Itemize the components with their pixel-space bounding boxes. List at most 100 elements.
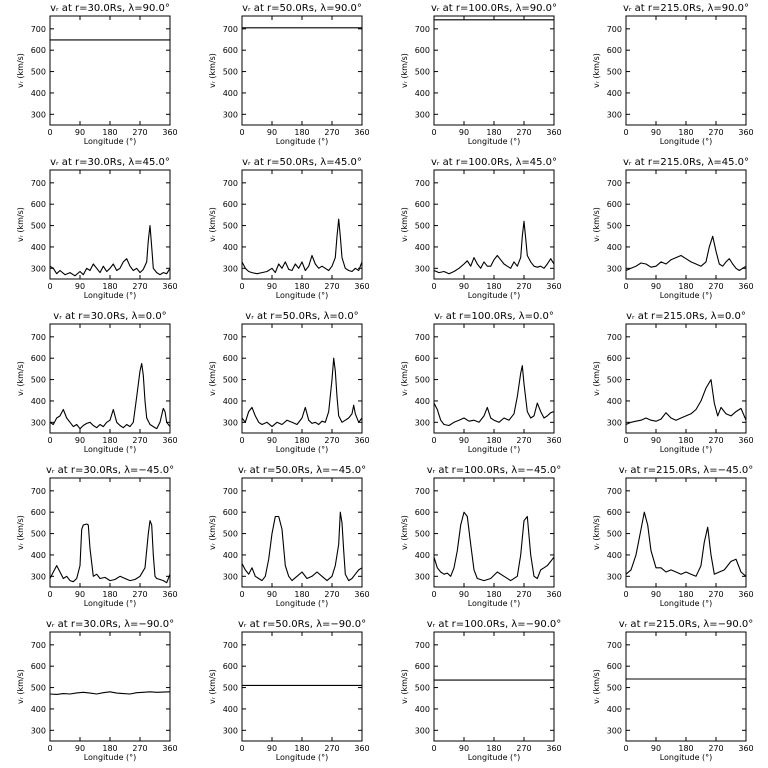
x-tick-label: 90 <box>75 590 85 599</box>
y-tick-label: 700 <box>607 641 622 650</box>
y-tick-label: 600 <box>415 46 430 55</box>
x-tick-label: 270 <box>516 128 531 137</box>
x-tick-label: 180 <box>486 590 501 599</box>
plot-frame <box>49 323 171 434</box>
y-tick-label: 300 <box>31 110 46 119</box>
x-tick-label: 180 <box>486 436 501 445</box>
panel-title: vᵣ at r=215.0Rs, λ=−45.0° <box>619 465 754 476</box>
series-line <box>625 235 747 272</box>
x-tick-label: 90 <box>651 436 661 445</box>
x-axis-label: Longitude (°) <box>84 753 137 762</box>
panel-12: vᵣ at r=215.0Rs, λ=0.0° 0 90 180 270 360 300 40… <box>592 311 754 454</box>
plot-frame <box>433 323 555 434</box>
panel-4: vᵣ at r=215.0Rs, λ=90.0° 0 90 180 270 360 300 4… <box>592 3 754 146</box>
x-tick-label: 90 <box>651 282 661 291</box>
series-line <box>433 511 555 582</box>
panel-title: vᵣ at r=100.0Rs, λ=−90.0° <box>427 619 562 630</box>
y-tick-label: 300 <box>31 726 46 735</box>
x-tick-label: 0 <box>47 282 52 291</box>
panel-title: vᵣ at r=50.0Rs, λ=−90.0° <box>238 619 366 630</box>
y-tick-label: 400 <box>607 243 622 252</box>
y-tick-label: 700 <box>607 487 622 496</box>
y-tick-label: 600 <box>31 200 46 209</box>
x-tick-label: 360 <box>354 744 369 753</box>
y-axis-label: vᵣ (km/s) <box>16 207 25 242</box>
x-tick-label: 0 <box>431 744 436 753</box>
panel-title: vᵣ at r=50.0Rs, λ=0.0° <box>245 311 358 322</box>
x-tick-label: 270 <box>708 744 723 753</box>
x-tick-label: 180 <box>294 590 309 599</box>
panel-3: vᵣ at r=100.0Rs, λ=90.0° 0 90 180 270 360 300 4… <box>400 3 562 146</box>
y-tick-label: 400 <box>31 705 46 714</box>
x-axis-label: Longitude (°) <box>660 445 713 454</box>
y-axis-label: vᵣ (km/s) <box>16 361 25 396</box>
y-tick-label: 600 <box>607 46 622 55</box>
x-tick-label: 180 <box>678 590 693 599</box>
x-tick-label: 90 <box>75 128 85 137</box>
series-line <box>49 362 171 430</box>
y-tick-label: 700 <box>607 179 622 188</box>
series-line <box>241 357 363 428</box>
y-tick-label: 400 <box>607 89 622 98</box>
x-tick-label: 360 <box>162 590 177 599</box>
x-tick-label: 90 <box>267 282 277 291</box>
x-tick-label: 90 <box>267 590 277 599</box>
y-tick-label: 400 <box>223 243 238 252</box>
plot-frame <box>625 631 747 742</box>
panel-19: vᵣ at r=100.0Rs, λ=−90.0° 0 90 180 270 360 300… <box>400 619 562 762</box>
y-tick-label: 700 <box>31 25 46 34</box>
x-tick-label: 0 <box>623 744 628 753</box>
x-tick-label: 0 <box>623 590 628 599</box>
y-tick-label: 700 <box>607 333 622 342</box>
panel-title: vᵣ at r=100.0Rs, λ=−45.0° <box>427 465 562 476</box>
series-line <box>49 225 171 277</box>
y-axis-label: vᵣ (km/s) <box>592 669 601 704</box>
y-tick-label: 700 <box>223 487 238 496</box>
y-tick-label: 600 <box>31 662 46 671</box>
x-axis-label: Longitude (°) <box>84 445 137 454</box>
y-tick-label: 300 <box>415 264 430 273</box>
y-tick-label: 400 <box>415 397 430 406</box>
y-axis-label: vᵣ (km/s) <box>208 361 217 396</box>
x-tick-label: 360 <box>546 590 561 599</box>
y-tick-label: 700 <box>31 179 46 188</box>
x-tick-label: 360 <box>546 436 561 445</box>
x-tick-label: 0 <box>239 744 244 753</box>
x-tick-label: 0 <box>239 282 244 291</box>
x-tick-label: 180 <box>102 282 117 291</box>
x-tick-label: 180 <box>486 128 501 137</box>
plot-frame <box>241 15 363 126</box>
y-axis-label: vᵣ (km/s) <box>16 669 25 704</box>
y-axis-label: vᵣ (km/s) <box>400 53 409 88</box>
y-tick-label: 500 <box>31 684 46 693</box>
y-tick-label: 500 <box>607 68 622 77</box>
plot-frame <box>433 15 555 126</box>
x-tick-label: 180 <box>294 744 309 753</box>
x-tick-label: 180 <box>294 128 309 137</box>
series-line <box>241 218 363 275</box>
y-axis-label: vᵣ (km/s) <box>208 515 217 550</box>
panel-title: vᵣ at r=215.0Rs, λ=90.0° <box>623 3 749 14</box>
plot-frame <box>625 323 747 434</box>
panel-8: vᵣ at r=215.0Rs, λ=45.0° 0 90 180 270 360 300 4… <box>592 157 754 300</box>
series-line <box>433 365 555 427</box>
panel-title: vᵣ at r=30.0Rs, λ=−90.0° <box>46 619 174 630</box>
panel-title: vᵣ at r=50.0Rs, λ=90.0° <box>242 3 362 14</box>
y-axis-label: vᵣ (km/s) <box>400 515 409 550</box>
y-axis-label: vᵣ (km/s) <box>208 207 217 242</box>
panel-title: vᵣ at r=215.0Rs, λ=45.0° <box>623 157 749 168</box>
x-tick-label: 0 <box>623 128 628 137</box>
y-axis-label: vᵣ (km/s) <box>400 669 409 704</box>
x-tick-label: 90 <box>459 744 469 753</box>
x-tick-label: 90 <box>651 128 661 137</box>
x-tick-label: 360 <box>546 128 561 137</box>
y-tick-label: 400 <box>415 551 430 560</box>
x-tick-label: 270 <box>324 128 339 137</box>
series-line <box>241 511 363 582</box>
y-tick-label: 700 <box>223 641 238 650</box>
x-tick-label: 180 <box>678 744 693 753</box>
y-tick-label: 400 <box>607 397 622 406</box>
y-tick-label: 700 <box>31 333 46 342</box>
x-tick-label: 270 <box>708 282 723 291</box>
